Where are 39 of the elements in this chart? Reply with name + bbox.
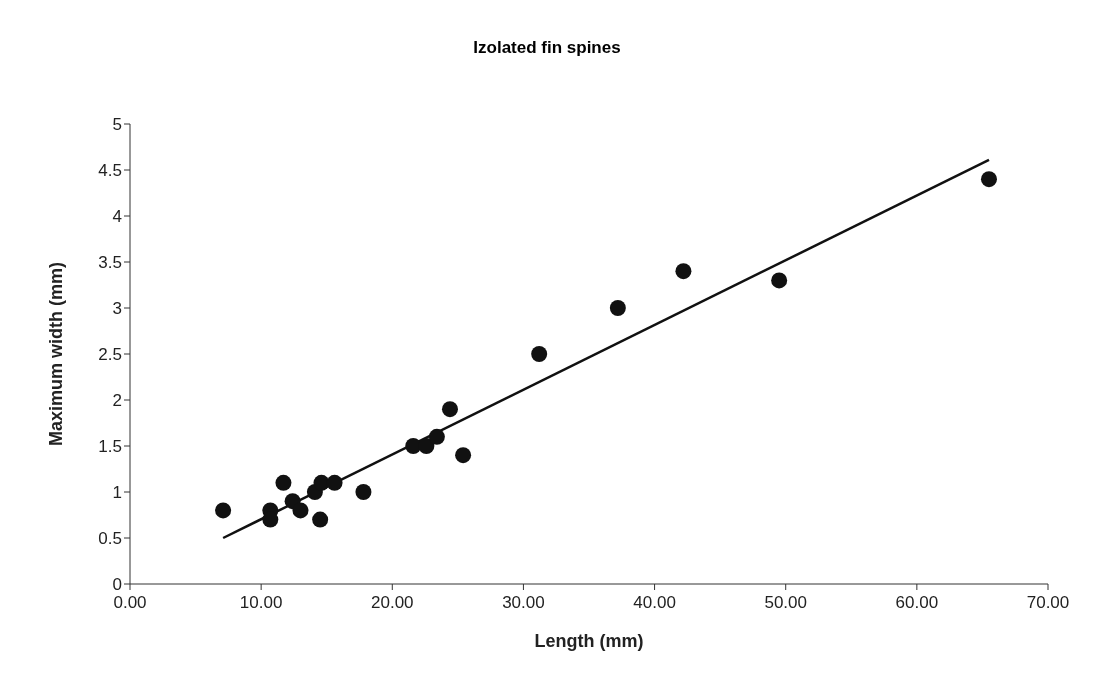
y-tick-label: 2.5	[98, 345, 122, 365]
x-tick-label: 20.00	[371, 593, 414, 613]
y-tick-label: 4.5	[98, 161, 122, 181]
point	[418, 438, 435, 454]
point	[441, 401, 458, 418]
x-tick-label: 30.00	[502, 593, 545, 613]
point	[405, 438, 422, 454]
point	[980, 171, 997, 188]
y-axis-title: Maximum width (mm)	[46, 261, 67, 447]
x-tick-label: 60.00	[895, 593, 939, 613]
x-tick-label: 40.00	[633, 593, 676, 613]
x-axis-title: Length (mm)	[534, 631, 644, 651]
x-tick-label: 70.00	[1026, 593, 1070, 613]
point	[292, 502, 309, 519]
y-tick-label: 0	[112, 575, 122, 595]
y-tick-label: 2	[112, 391, 122, 411]
point	[355, 484, 372, 500]
x-tick-label: 50.00	[764, 593, 807, 613]
y-tick-label: 4	[112, 207, 122, 227]
y-tick-label: 0.5	[98, 529, 122, 549]
point	[312, 511, 329, 528]
point	[326, 474, 343, 491]
y-tick-label: 1.5	[98, 437, 122, 457]
point	[313, 474, 330, 491]
chart-title: Izolated fin spines	[472, 38, 622, 58]
x-tick-label: 0.00	[113, 593, 147, 613]
x-tick-label: 10.00	[239, 593, 283, 613]
point	[215, 502, 232, 519]
point	[771, 272, 788, 289]
y-tick-label: 5	[112, 115, 122, 135]
point	[275, 474, 292, 491]
point	[455, 447, 472, 464]
point	[531, 346, 548, 362]
point	[428, 428, 445, 445]
point	[609, 300, 626, 316]
y-tick-label: 1	[112, 483, 122, 503]
y-tick-label: 3	[112, 299, 122, 319]
point	[675, 263, 692, 280]
y-tick-label: 3.5	[98, 253, 122, 273]
